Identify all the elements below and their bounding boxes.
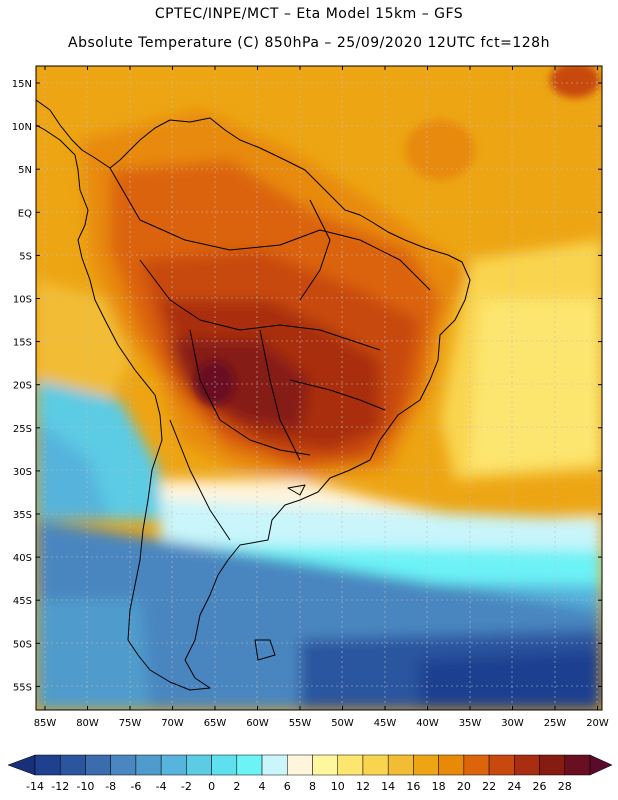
lon-tick-label: 70W — [161, 718, 184, 729]
lat-tick-label: EQ — [18, 208, 32, 219]
colorbar-label: 8 — [309, 780, 316, 793]
colorbar-label: -10 — [76, 780, 94, 793]
colorbar-label: 6 — [284, 780, 291, 793]
colorbar-label: 24 — [507, 780, 521, 793]
graticule — [36, 66, 602, 710]
colorbar-label: 12 — [356, 780, 370, 793]
lon-tick-label: 75W — [119, 718, 142, 729]
lon-tick-label: 30W — [501, 718, 524, 729]
lon-tick-label: 50W — [331, 718, 354, 729]
colorbar-swatch — [34, 754, 61, 776]
colorbar-swatch — [514, 754, 540, 776]
colorbar-max-arrow — [589, 754, 613, 776]
colorbar-label: 16 — [406, 780, 420, 793]
colorbar-label: -6 — [130, 780, 141, 793]
lon-tick-label: 65W — [204, 718, 227, 729]
lat-tick-label: 10N — [12, 122, 32, 133]
colorbar-label: 10 — [331, 780, 345, 793]
colorbar-swatch — [236, 754, 263, 776]
colorbar-label: -2 — [181, 780, 192, 793]
lat-tick-label: 5N — [18, 165, 32, 176]
lon-tick-label: 35W — [459, 718, 482, 729]
colorbar-label: 20 — [457, 780, 471, 793]
lon-tick-label: 85W — [34, 718, 57, 729]
colorbar-swatch — [287, 754, 313, 776]
lat-tick-label: 55S — [13, 682, 32, 693]
lat-tick-label: 30S — [13, 467, 32, 478]
lat-tick-label: 45S — [13, 596, 32, 607]
colorbar-swatch — [488, 754, 515, 776]
latitude-axis: 15N 10N 5N EQ 5S 10S 15S 20S 25S 30S 35S 40S 45S 50S 5… — [12, 79, 602, 693]
lon-tick-label: 20W — [586, 718, 609, 729]
map-title-line-2: Absolute Temperature (C) 850hPa – 25/09/… — [68, 35, 550, 51]
colorbar-min-arrow — [7, 754, 36, 776]
colorbar-label: 22 — [482, 780, 496, 793]
colorbar-label: -8 — [105, 780, 116, 793]
colorbar-label: 4 — [259, 780, 266, 793]
lat-tick-label: 25S — [13, 424, 32, 435]
colorbar-swatch — [387, 754, 414, 776]
colorbar-swatch — [337, 754, 364, 776]
longitude-axis: 85W 80W 75W 70W 65W 60W 55W 50W 45W 40W 35W 30W 25W 2… — [34, 66, 609, 729]
colorbar-swatch — [59, 754, 86, 776]
lat-tick-label: 40S — [13, 553, 32, 564]
lat-tick-label: 20S — [13, 381, 32, 392]
colorbar-swatch — [211, 754, 238, 776]
lon-tick-label: 80W — [76, 718, 99, 729]
lon-tick-label: 60W — [246, 718, 269, 729]
colorbar-swatch — [413, 754, 439, 776]
colorbar-swatch — [362, 754, 389, 776]
lon-tick-label: 45W — [374, 718, 397, 729]
lon-tick-label: 55W — [289, 718, 312, 729]
colorbar-swatch — [261, 754, 288, 776]
lat-tick-label: 50S — [13, 639, 32, 650]
map-title-line-1: CPTEC/INPE/MCT – Eta Model 15km – GFS — [154, 6, 464, 22]
coastline — [36, 99, 471, 691]
colorbar-swatch — [438, 754, 465, 776]
colorbar-label: 18 — [432, 780, 446, 793]
colorbar-label: -12 — [51, 780, 69, 793]
lon-tick-label: 25W — [544, 718, 567, 729]
lat-tick-label: 15N — [12, 79, 32, 90]
colorbar-label: -4 — [156, 780, 167, 793]
lat-tick-label: 5S — [19, 251, 32, 262]
lat-tick-label: 35S — [13, 510, 32, 521]
colorbar-swatch — [463, 754, 490, 776]
colorbar-swatch — [539, 754, 566, 776]
colorbar-label: 0 — [208, 780, 215, 793]
colorbar-swatch — [564, 754, 591, 776]
colorbar-label: 2 — [233, 780, 240, 793]
colorbar: -14 -12 -10 -8 -6 -4 -2 0 2 4 6 8 10 12 14 16 18 20 22 24 26… — [7, 754, 613, 793]
colorbar-label: 26 — [533, 780, 547, 793]
lat-tick-label: 15S — [13, 338, 32, 349]
colorbar-swatch — [312, 754, 338, 776]
colorbar-swatch — [160, 754, 187, 776]
colorbar-swatch — [85, 754, 111, 776]
colorbar-label: 28 — [558, 780, 572, 793]
temperature-field — [36, 66, 602, 710]
colorbar-label: 14 — [381, 780, 395, 793]
colorbar-swatch — [110, 754, 137, 776]
lat-tick-label: 10S — [13, 295, 32, 306]
colorbar-label: -14 — [26, 780, 44, 793]
colorbar-swatch — [135, 754, 162, 776]
lon-tick-label: 40W — [416, 718, 439, 729]
colorbar-swatch — [186, 754, 212, 776]
